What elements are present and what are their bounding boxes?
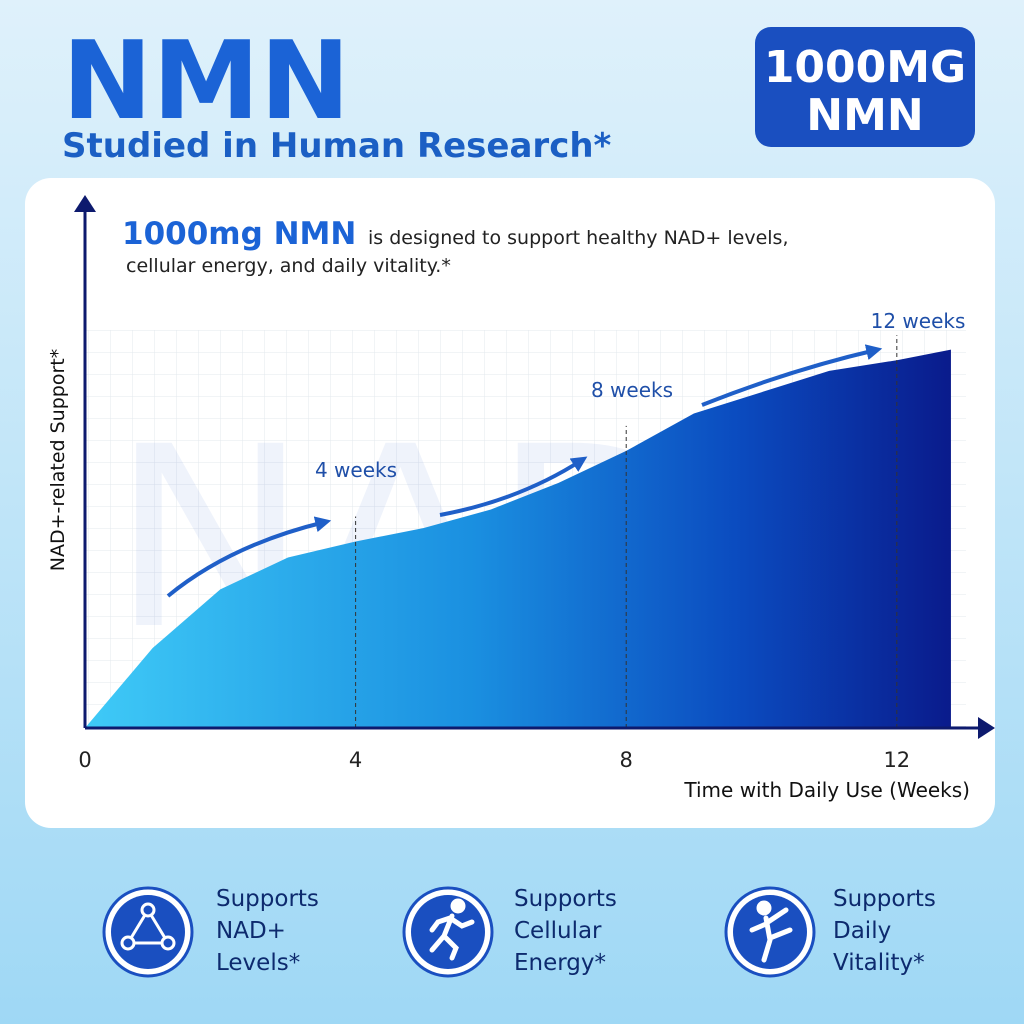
intro-text: cellular energy, and daily vitality.* [126,255,451,277]
x-tick-label: 4 [349,748,362,772]
feature-text: Vitality* [833,950,925,976]
feature-icon [102,886,816,978]
annotation: 12 weeks [871,309,966,333]
subtitle: Studied in Human Research* [62,126,612,166]
trend-arrow [166,516,332,598]
intro-text: is designed to support healthy NAD+ leve… [368,227,789,249]
trend-arrow [701,344,883,407]
annotation: 4 weeks [315,458,397,482]
features: Supports NAD+ Levels* Supports Cellular Energ… [216,886,936,976]
title: NMN [62,19,350,144]
x-axis-label: Time with Daily Use (Weeks) [683,778,970,802]
area [85,349,951,728]
annotation: 8 weeks [591,378,673,402]
feature-text: Levels* [216,950,300,976]
feature-text: Cellular [514,918,602,944]
badge-text: NMN [806,90,923,141]
axis-arrow [74,195,96,212]
feature-text: Supports [514,886,617,912]
trend-arrow [439,456,588,517]
feature-text: Energy* [514,950,606,976]
axis-arrow [978,717,995,739]
badge [755,27,975,147]
x-tick-label: 8 [620,748,633,772]
y-axis-label: NAD+-related Support* [47,349,69,571]
feature-text: Supports [833,886,936,912]
x-tick-label: 12 [883,748,910,772]
badge-text: 1000MG [764,42,966,93]
feature-text: Supports [216,886,319,912]
feature-text: Daily [833,918,891,944]
intro-highlight: 1000mg NMN [122,216,356,252]
x-tick-label: 0 [78,748,91,772]
feature-text: NAD+ [216,918,286,944]
